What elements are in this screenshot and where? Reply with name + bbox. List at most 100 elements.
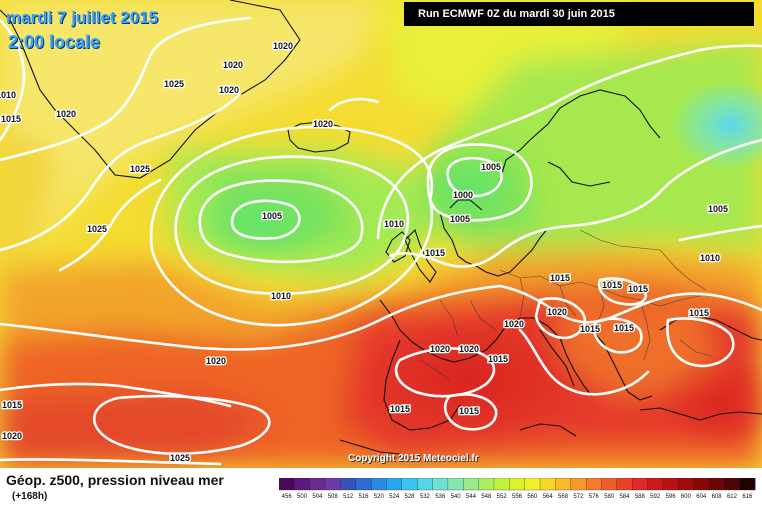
scale-swatch: [355, 478, 372, 491]
scale-label: 564: [543, 494, 554, 500]
copyright: Copyright 2015 Meteociel.fr: [348, 453, 479, 464]
scale-swatch: [432, 478, 449, 491]
scale-swatch: [447, 478, 464, 491]
scale-label: 588: [635, 494, 646, 500]
pressure-label: 1015: [580, 324, 600, 334]
pressure-label: 1010: [0, 90, 16, 100]
scale-swatch: [294, 478, 311, 491]
pressure-label: 1015: [689, 308, 709, 318]
scale-label: 536: [435, 494, 446, 500]
scale-swatch: [739, 478, 756, 491]
scale-swatch: [539, 478, 556, 491]
scale-swatch: [401, 478, 418, 491]
pressure-label: 1015: [614, 323, 634, 333]
scale-swatch: [493, 478, 510, 491]
scale-label: 568: [558, 494, 569, 500]
scale-label: 576: [589, 494, 600, 500]
pressure-label: 1020: [273, 41, 293, 51]
scale-label: 604: [696, 494, 707, 500]
pressure-label: 1005: [262, 211, 282, 221]
scale-swatch: [463, 478, 480, 491]
run-info: Run ECMWF 0Z du mardi 30 juin 2015: [404, 2, 754, 26]
pressure-label: 1025: [87, 224, 107, 234]
pressure-label: 1015: [425, 248, 445, 258]
pressure-label: 1015: [390, 404, 410, 414]
pressure-label: 1020: [313, 119, 333, 129]
scale-swatch: [662, 478, 679, 491]
scale-label: 540: [451, 494, 462, 500]
scale-label: 552: [497, 494, 508, 500]
pressure-label: 1020: [219, 85, 239, 95]
pressure-label: 1010: [271, 291, 291, 301]
pressure-label: 1000: [453, 190, 473, 200]
scale-label: 560: [527, 494, 538, 500]
scale-label: 556: [512, 494, 523, 500]
scale-swatch: [616, 478, 633, 491]
pressure-label: 1005: [708, 204, 728, 214]
scale-label: 584: [619, 494, 630, 500]
scale-label: 608: [712, 494, 723, 500]
scale-swatch: [417, 478, 433, 491]
scale-label: 516: [358, 494, 369, 500]
scale-label: 456: [282, 494, 293, 500]
pressure-label: 1015: [628, 284, 648, 294]
scale-swatch: [478, 478, 495, 491]
pressure-label: 1015: [459, 406, 479, 416]
scale-label: 616: [742, 494, 753, 500]
scale-swatch: [386, 478, 403, 491]
scale-label: 520: [374, 494, 385, 500]
pressure-label: 1010: [384, 219, 404, 229]
scale-swatch: [647, 478, 664, 491]
scale-label: 528: [405, 494, 416, 500]
scale-swatch: [324, 478, 341, 491]
pressure-label: 1015: [2, 400, 22, 410]
scale-label: 592: [650, 494, 661, 500]
map-title: Géop. z500, pression niveau mer: [6, 472, 224, 488]
pressure-label: 1020: [2, 431, 22, 441]
scale-swatch: [524, 478, 541, 491]
forecast-time: 2:00 locale: [8, 32, 101, 52]
isobars: [0, 16, 762, 466]
scale-label: 544: [466, 494, 477, 500]
legend-footer: Géop. z500, pression niveau mer (+168h) …: [0, 468, 762, 512]
scale-swatch: [509, 478, 526, 491]
scale-swatch: [570, 478, 587, 491]
pressure-label: 1020: [430, 344, 450, 354]
scale-swatch: [370, 478, 387, 491]
pressure-label: 1025: [130, 164, 150, 174]
scale-swatch: [724, 478, 741, 491]
weather-map: 1020 1020 1020 1025 1020 1015 1010 1020 1025 1025…: [0, 0, 762, 468]
scale-label: 504: [312, 494, 323, 500]
pressure-label: 1020: [206, 356, 226, 366]
scale-label: 580: [604, 494, 615, 500]
scale-label: 600: [681, 494, 692, 500]
scale-label: 548: [481, 494, 492, 500]
scale-label: 532: [420, 494, 431, 500]
pressure-label: 1020: [223, 60, 243, 70]
pressure-label: 1025: [170, 453, 190, 463]
pressure-label: 1015: [488, 354, 508, 364]
pressure-label: 1015: [550, 273, 570, 283]
pressure-label: 1020: [459, 344, 479, 354]
pressure-label: 1025: [164, 79, 184, 89]
scale-swatch: [678, 478, 695, 491]
pressure-label: 1020: [504, 319, 524, 329]
forecast-step: (+168h): [12, 491, 48, 502]
scale-label: 500: [297, 494, 308, 500]
scale-label: 512: [343, 494, 354, 500]
scale-label: 572: [573, 494, 584, 500]
scale-swatch: [555, 478, 572, 491]
scale-swatch: [340, 478, 357, 491]
scale-label: 524: [389, 494, 400, 500]
scale-label: 612: [727, 494, 738, 500]
pressure-label: 1020: [547, 307, 567, 317]
pressure-label: 1020: [56, 109, 76, 119]
pressure-label: 1010: [700, 253, 720, 263]
pressure-labels: 1020 1020 1020 1025 1020 1015 1010 1020 1025 1025…: [0, 40, 729, 465]
color-scale: 456 500 504 508 512 516 520 524 528 532 536 540 544 5…: [279, 478, 756, 500]
pressure-label: 1015: [1, 114, 21, 124]
scale-swatch: [632, 478, 648, 491]
scale-swatch: [279, 478, 295, 491]
scale-label: 508: [328, 494, 339, 500]
